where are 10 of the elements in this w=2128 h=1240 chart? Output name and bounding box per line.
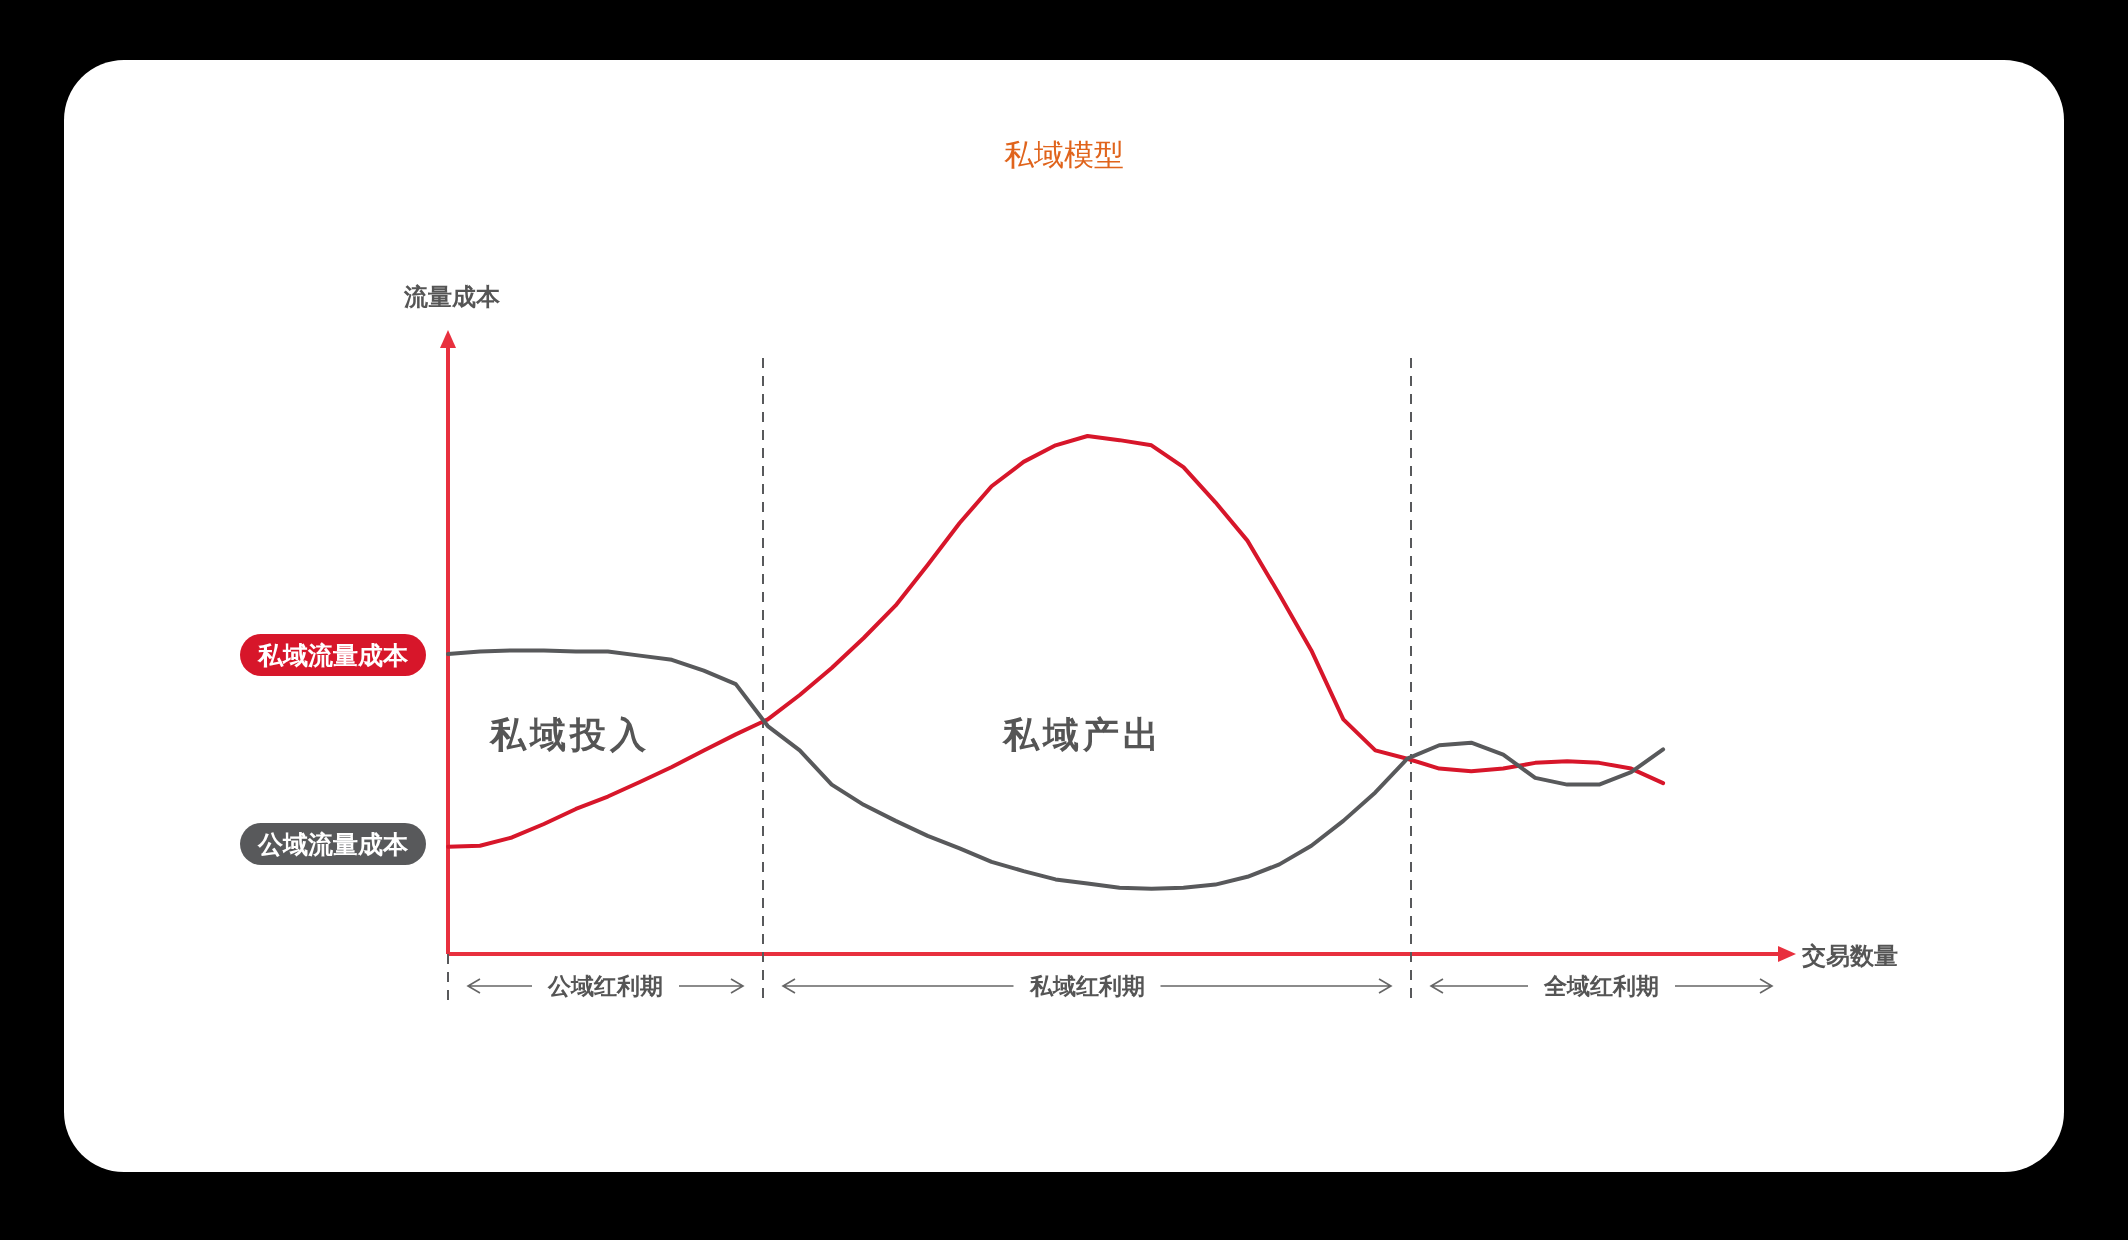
- chart-title: 私域模型: [1004, 137, 1124, 172]
- annotation: 私域产出: [1002, 714, 1163, 755]
- text: 公域流量成本: [257, 830, 409, 859]
- annotation: 私域投入: [489, 714, 650, 755]
- text: 公域红利期: [547, 973, 663, 999]
- text: 流量成本: [403, 283, 501, 311]
- x-axis-title: 交易数量: [1801, 942, 1898, 970]
- text: 私域流量成本: [257, 641, 409, 670]
- text: 私域红利期: [1028, 973, 1145, 999]
- text: 全域红利期: [1543, 973, 1659, 999]
